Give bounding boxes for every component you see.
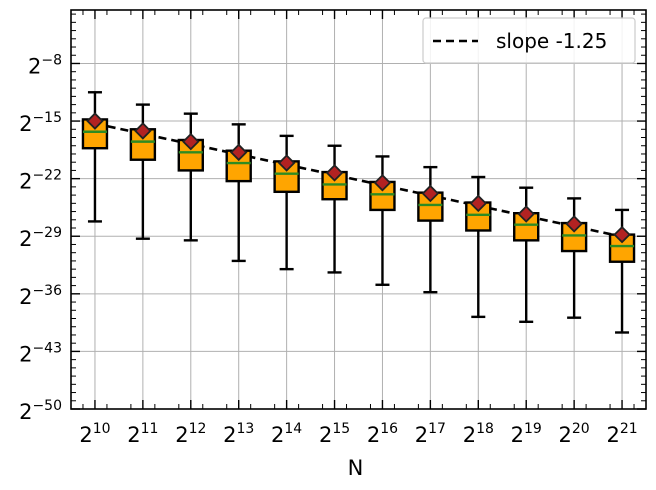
x-tick-label: 211 bbox=[127, 421, 158, 447]
mean-marker bbox=[277, 154, 296, 172]
x-tick-label: 219 bbox=[511, 421, 542, 447]
mean-marker bbox=[517, 205, 535, 223]
ticks bbox=[71, 10, 646, 410]
mean-marker bbox=[565, 215, 583, 233]
box-group bbox=[513, 186, 540, 323]
mean-marker bbox=[229, 143, 248, 162]
reference-slope-line bbox=[94, 122, 623, 238]
mean-marker bbox=[421, 184, 440, 203]
mean-marker bbox=[134, 122, 152, 140]
x-tick-label: 216 bbox=[367, 421, 398, 447]
box-group bbox=[81, 91, 109, 223]
y-tick-label: 2−29 bbox=[19, 225, 62, 251]
x-tick-label: 212 bbox=[175, 421, 206, 447]
mean-marker bbox=[325, 164, 344, 182]
boxes-layer bbox=[81, 91, 636, 334]
grid bbox=[71, 10, 646, 409]
box-group bbox=[417, 165, 444, 294]
plot-frame bbox=[70, 9, 647, 410]
x-tick-label: 218 bbox=[463, 421, 494, 447]
box-group bbox=[369, 155, 396, 286]
legend: slope -1.25 bbox=[422, 17, 636, 64]
x-tick-label: 210 bbox=[79, 421, 110, 447]
y-tick-label: 2−36 bbox=[19, 283, 62, 309]
box-group bbox=[225, 123, 252, 263]
x-tick-label: 217 bbox=[415, 421, 446, 447]
mean-marker bbox=[469, 194, 488, 213]
y-tick-label: 2−43 bbox=[19, 340, 62, 366]
box-group bbox=[129, 103, 157, 240]
x-tick-label: 213 bbox=[223, 421, 254, 447]
x-tick-label: 214 bbox=[271, 421, 302, 447]
mean-marker bbox=[373, 173, 392, 192]
y-tick-label: 2−8 bbox=[28, 52, 62, 78]
x-axis-title: N bbox=[348, 456, 364, 480]
y-tick-label: 2−22 bbox=[19, 168, 62, 194]
x-tick-label: 220 bbox=[559, 421, 590, 447]
legend-label: slope -1.25 bbox=[496, 29, 607, 53]
mean-marker bbox=[182, 132, 200, 151]
box-group bbox=[321, 144, 348, 274]
tick-labels: 210 211 212 213 214 215 216 217 218 219 220 221 2−8 2… bbox=[19, 52, 638, 447]
y-tick-label: 2−15 bbox=[19, 110, 62, 136]
mean-marker bbox=[86, 112, 104, 130]
box-group bbox=[560, 197, 588, 319]
x-tick-label: 221 bbox=[606, 421, 637, 447]
box-group bbox=[177, 112, 204, 242]
y-tick-label: 2−50 bbox=[19, 398, 62, 424]
legend-box bbox=[422, 17, 636, 64]
mean-marker bbox=[613, 225, 631, 244]
x-tick-label: 215 bbox=[319, 421, 350, 447]
box-group bbox=[608, 208, 636, 334]
box-group bbox=[465, 175, 492, 319]
reference-line-layer bbox=[94, 122, 623, 238]
box-group bbox=[273, 134, 300, 271]
